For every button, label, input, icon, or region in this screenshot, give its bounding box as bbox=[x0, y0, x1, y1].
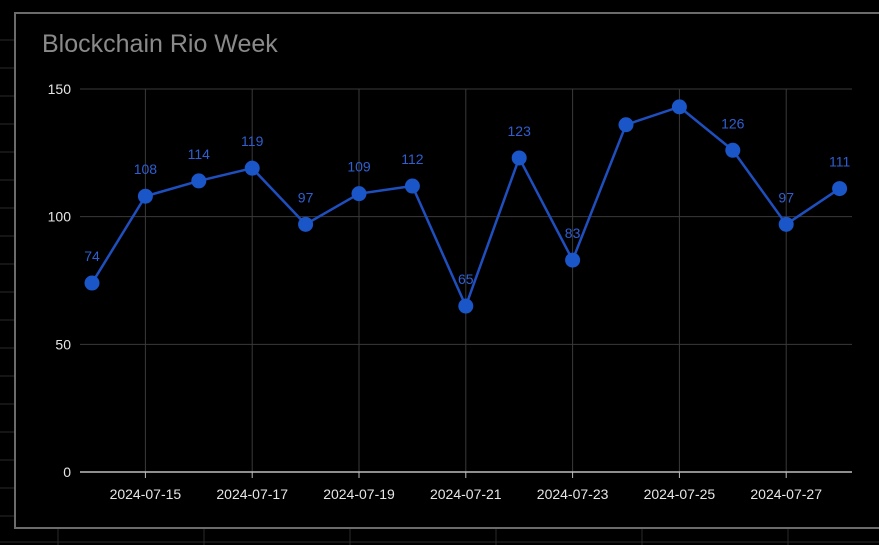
data-point bbox=[511, 150, 527, 166]
data-label: 97 bbox=[298, 189, 314, 205]
data-label: 97 bbox=[778, 189, 794, 205]
chart-title: Blockchain Rio Week bbox=[42, 30, 278, 58]
data-point bbox=[351, 186, 367, 202]
data-label: 83 bbox=[565, 225, 581, 241]
chart-container[interactable] bbox=[14, 12, 879, 529]
data-label: 119 bbox=[241, 133, 264, 149]
y-tick-label: 50 bbox=[55, 336, 71, 352]
data-point bbox=[618, 117, 634, 133]
data-label: 108 bbox=[134, 161, 158, 177]
data-label: 126 bbox=[721, 115, 745, 131]
data-point bbox=[191, 173, 207, 189]
data-point bbox=[137, 188, 153, 204]
data-label: 109 bbox=[347, 159, 371, 175]
x-tick-label: 2024-07-19 bbox=[323, 486, 395, 502]
data-point bbox=[832, 181, 848, 197]
x-tick-label: 2024-07-23 bbox=[537, 486, 609, 502]
data-point bbox=[244, 160, 260, 176]
x-tick-label: 2024-07-25 bbox=[644, 486, 716, 502]
y-tick-label: 0 bbox=[63, 464, 71, 480]
data-point bbox=[725, 142, 741, 158]
data-point bbox=[671, 99, 687, 115]
data-label: 111 bbox=[829, 154, 850, 170]
data-point bbox=[778, 216, 794, 232]
y-tick-label: 100 bbox=[48, 209, 72, 225]
data-point bbox=[298, 216, 314, 232]
data-label: 114 bbox=[188, 146, 211, 162]
x-tick-label: 2024-07-27 bbox=[750, 486, 822, 502]
data-point bbox=[565, 252, 581, 268]
x-tick-label: 2024-07-21 bbox=[430, 486, 502, 502]
data-label: 123 bbox=[508, 123, 532, 139]
data-point bbox=[84, 275, 100, 291]
data-point bbox=[458, 298, 474, 314]
data-point bbox=[404, 178, 420, 194]
data-label: 65 bbox=[458, 271, 474, 287]
x-tick-label: 2024-07-17 bbox=[216, 486, 288, 502]
data-label: 112 bbox=[401, 151, 424, 167]
y-tick-label: 150 bbox=[48, 81, 72, 97]
x-tick-label: 2024-07-15 bbox=[110, 486, 182, 502]
data-label: 74 bbox=[84, 248, 100, 264]
